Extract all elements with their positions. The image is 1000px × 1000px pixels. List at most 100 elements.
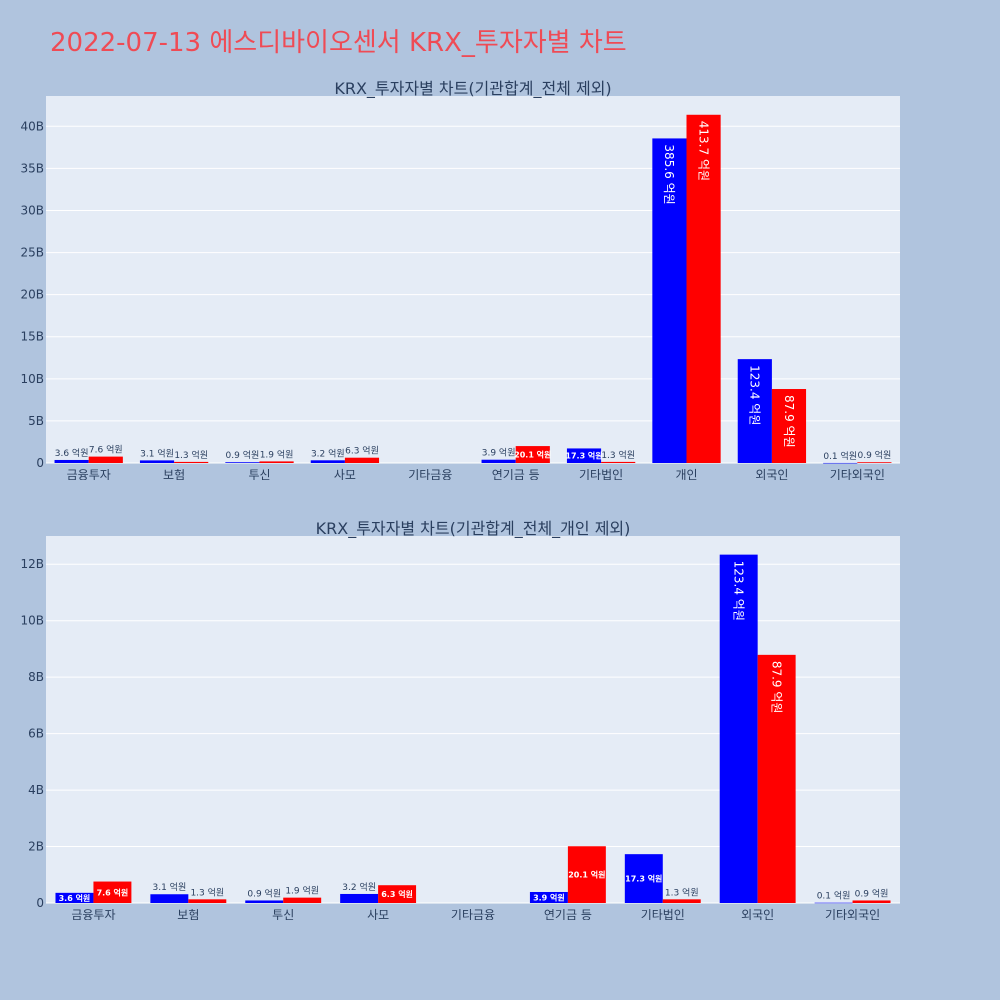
chart-bottom: 0 2B 4B 6B 8B 10B 12B KRX_투자자별 차트(기관합계_전체_개인 제외… xyxy=(20,519,900,920)
bar-value-label: 1.3 억원 xyxy=(601,449,635,461)
x-tick-label: 기타외국인 xyxy=(830,468,885,480)
x-tick-label: 외국인 xyxy=(755,468,788,480)
bar-sell xyxy=(686,114,721,463)
bar-value-label: 6.3 억원 xyxy=(345,445,379,457)
bar-sell xyxy=(757,654,796,903)
bar-value-label: 3.2 억원 xyxy=(342,881,376,893)
x-tick-label: 연기금 등 xyxy=(492,468,540,480)
x-tick-label: 보험 xyxy=(163,468,185,480)
bar-sell xyxy=(283,897,322,903)
x-tick-label: 금융투자 xyxy=(67,468,111,480)
bar-value-label: 1.3 억원 xyxy=(174,449,208,461)
bar-value-label: 7.6 억원 xyxy=(89,444,123,456)
x-tick-label: 보험 xyxy=(177,908,199,920)
bar-value-label: 1.3 억원 xyxy=(190,886,224,898)
chart-title: KRX_투자자별 차트(기관합계_전체 제외) xyxy=(334,79,611,99)
bar-value-label: 3.6 억원 xyxy=(59,893,91,903)
bar-sell xyxy=(662,899,701,903)
x-tick-label: 연기금 등 xyxy=(544,908,592,920)
x-tick-label: 개인 xyxy=(675,468,697,480)
bar-value-label: 0.1 억원 xyxy=(817,890,851,902)
bar-buy xyxy=(340,893,379,903)
bar-value-label: 3.1 억원 xyxy=(140,447,174,459)
x-tick-label: 기타법인 xyxy=(579,468,623,480)
bar-sell xyxy=(601,461,636,463)
bar-value-label: 0.9 억원 xyxy=(226,449,260,461)
x-tick-label: 외국인 xyxy=(741,908,774,920)
bar-value-label: 3.9 억원 xyxy=(482,447,516,459)
bar-value-label: 3.2 억원 xyxy=(311,447,345,459)
bar-sell xyxy=(515,446,550,463)
y-tick-label: 6B xyxy=(28,727,44,741)
x-tick-label: 기타외국인 xyxy=(825,908,880,920)
bar-value-label: 0.9 억원 xyxy=(858,449,892,461)
x-tick-label: 금융투자 xyxy=(71,908,115,920)
bar-sell xyxy=(857,462,892,463)
page-title: 2022-07-13 에스디바이오센서 KRX_투자자별 차트 xyxy=(50,28,627,58)
bar-value-label: 123.4 억원 xyxy=(748,365,762,425)
x-tick-label: 기타법인 xyxy=(641,908,685,920)
bar-sell xyxy=(344,457,380,463)
y-tick-label: 8B xyxy=(28,670,44,684)
chart-title: KRX_투자자별 차트(기관합계_전체_개인 제외) xyxy=(316,519,631,539)
x-tick-label: 사모 xyxy=(334,468,356,480)
bar-value-label: 7.6 억원 xyxy=(97,887,129,897)
x-tick-label: 기타금융 xyxy=(451,908,495,920)
x-tick-label: 투신 xyxy=(248,468,270,480)
y-tick-label: 40B xyxy=(20,119,44,133)
y-tick-label: 5B xyxy=(28,414,44,428)
bar-value-label: 3.1 억원 xyxy=(152,881,186,893)
x-tick-label: 투신 xyxy=(272,908,294,920)
bar-buy xyxy=(737,359,772,463)
bar-sell xyxy=(771,389,807,463)
y-tick-label: 10B xyxy=(20,614,44,628)
bar-value-label: 0.1 억원 xyxy=(823,450,857,462)
bar-sell xyxy=(188,899,227,903)
bar-buy xyxy=(55,892,94,903)
x-tick-label: 기타금융 xyxy=(408,468,452,480)
bar-value-label: 1.9 억원 xyxy=(285,885,319,897)
bar-value-label: 123.4 억원 xyxy=(731,561,745,621)
bar-value-label: 87.9 억원 xyxy=(769,661,783,714)
bar-buy xyxy=(566,448,602,463)
bar-buy xyxy=(225,462,260,463)
bar-value-label: 3.9 억원 xyxy=(533,892,565,902)
bar-value-label: 20.1 억원 xyxy=(514,450,551,460)
bar-value-label: 1.3 억원 xyxy=(665,886,699,898)
bar-buy xyxy=(310,460,345,463)
bar-sell xyxy=(852,900,891,903)
x-tick-label: 사모 xyxy=(367,908,389,920)
y-tick-label: 25B xyxy=(20,246,44,260)
bar-value-label: 385.6 억원 xyxy=(662,144,676,204)
bar-buy xyxy=(54,459,89,463)
chart-top: 0 5B 10B 15B 20B 25B 30B 35B 40B KRX_투자자별 차트(기관합계… xyxy=(20,79,900,480)
bar-value-label: 0.9 억원 xyxy=(855,887,889,899)
bar-sell xyxy=(567,846,606,903)
y-tick-label: 2B xyxy=(28,840,44,854)
bar-buy xyxy=(624,854,663,903)
y-tick-label: 35B xyxy=(20,161,44,175)
bar-buy xyxy=(814,902,853,904)
y-tick-label: 0 xyxy=(36,896,44,910)
bar-value-label: 87.9 억원 xyxy=(782,395,796,448)
y-tick-label: 10B xyxy=(20,372,44,386)
bar-value-label: 413.7 억원 xyxy=(696,121,710,181)
bar-sell xyxy=(93,881,132,903)
bar-buy xyxy=(652,138,687,463)
y-tick-label: 30B xyxy=(20,203,44,217)
bar-sell xyxy=(174,461,209,463)
bar-sell xyxy=(378,885,417,903)
bar-value-label: 17.3 억원 xyxy=(565,451,602,461)
y-tick-label: 0 xyxy=(36,456,44,470)
y-tick-label: 12B xyxy=(20,557,44,571)
bar-buy xyxy=(719,554,758,903)
bar-value-label: 6.3 억원 xyxy=(381,889,413,899)
bar-value-label: 1.9 억원 xyxy=(260,448,294,460)
bar-sell xyxy=(88,456,123,463)
bar-buy xyxy=(150,894,189,903)
bar-sell xyxy=(259,461,294,463)
bar-value-label: 17.3 억원 xyxy=(625,874,662,884)
bar-value-label: 20.1 억원 xyxy=(568,870,605,880)
y-tick-label: 15B xyxy=(20,330,44,344)
bar-buy xyxy=(823,462,858,464)
